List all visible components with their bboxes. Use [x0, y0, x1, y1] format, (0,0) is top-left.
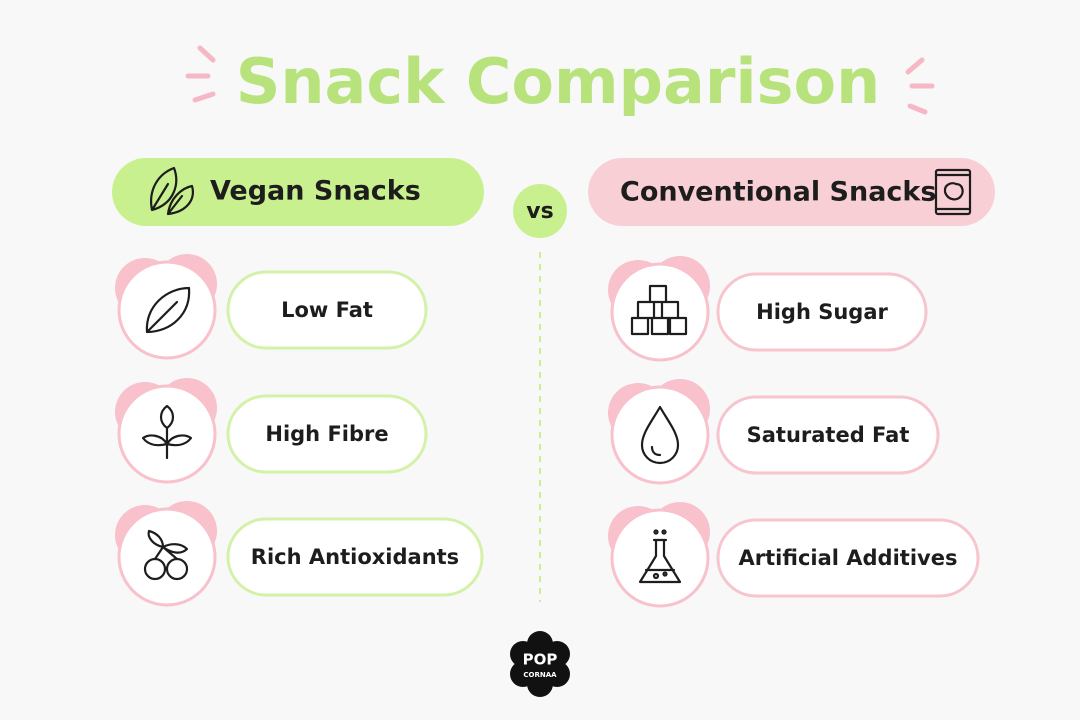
feature-pill	[226, 270, 428, 350]
right-header-pill	[588, 158, 995, 226]
logo-bottom: CORNAA	[523, 671, 557, 679]
icon-circle	[117, 260, 217, 360]
leaf-icon	[150, 166, 194, 216]
feature-pill	[716, 518, 980, 598]
feature-row: High Sugar	[608, 256, 928, 362]
feature-icon	[630, 284, 688, 336]
left-header-pill	[112, 158, 484, 226]
feature-icon	[640, 405, 680, 465]
icon-circle	[610, 385, 710, 485]
feature-icon	[145, 286, 191, 334]
feature-row: Artificial Additives	[608, 502, 980, 608]
feature-row: High Fibre	[115, 378, 428, 484]
feature-row: Low Fat	[115, 254, 428, 360]
logo-top: POP	[523, 651, 558, 669]
feature-label: Rich Antioxidants	[251, 545, 459, 569]
feature-label: High Fibre	[265, 422, 388, 446]
right-heading: Conventional Snacks	[620, 177, 936, 208]
feature-label: Saturated Fat	[747, 423, 910, 447]
feature-pill	[716, 272, 928, 352]
vs-text: vs	[526, 199, 553, 224]
title: Snack Comparison	[236, 45, 881, 118]
left-heading: Vegan Snacks	[210, 176, 421, 207]
feature-icon	[638, 529, 682, 584]
logo: POP CORNAA	[510, 631, 570, 697]
vs-badge	[513, 184, 567, 238]
feature-label: High Sugar	[756, 300, 888, 324]
feature-pill	[226, 517, 484, 597]
feature-icon	[141, 404, 193, 460]
feature-label: Low Fat	[281, 298, 373, 322]
feature-icon	[143, 529, 189, 581]
feature-row: Saturated Fat	[608, 379, 940, 485]
feature-pill	[716, 395, 940, 475]
icon-circle	[117, 507, 217, 607]
title-dashes	[185, 45, 935, 115]
feature-pill	[226, 394, 428, 474]
icon-circle	[610, 262, 710, 362]
rows: Low Fat High Fibre Rich Antioxidants High S…	[115, 254, 980, 608]
feature-label: Artificial Additives	[739, 546, 958, 570]
feature-row: Rich Antioxidants	[115, 501, 484, 607]
icon-circle	[610, 508, 710, 608]
snack-bag-icon	[934, 168, 972, 216]
